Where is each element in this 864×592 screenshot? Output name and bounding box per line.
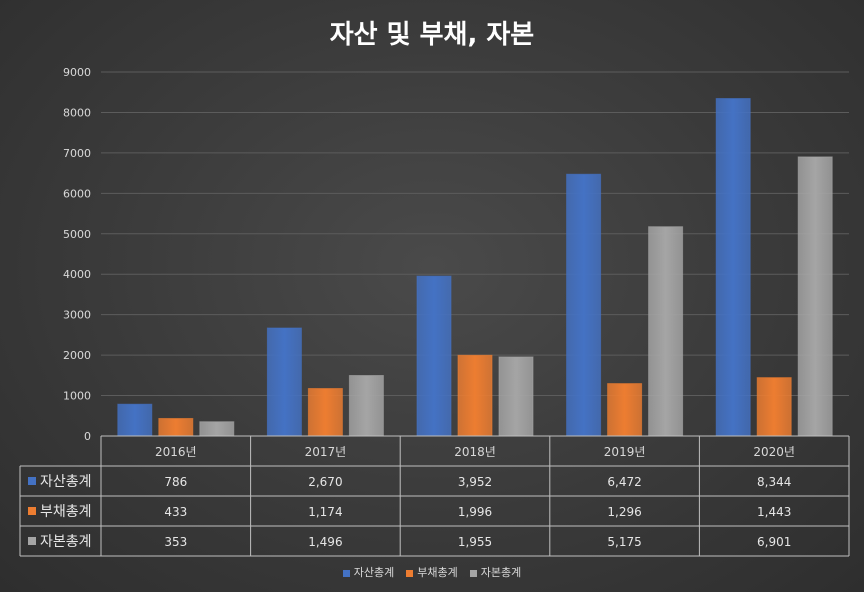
data-cell: 1,174 <box>308 505 342 519</box>
data-cell: 6,901 <box>757 535 791 549</box>
data-cell: 433 <box>164 505 187 519</box>
bar <box>797 156 833 437</box>
bar <box>416 275 452 437</box>
bar <box>648 226 684 437</box>
legend-item: 자본총계 <box>469 564 522 580</box>
y-tick-label: 6000 <box>63 187 91 200</box>
data-cell: 5,175 <box>607 535 641 549</box>
bar <box>756 377 792 437</box>
legend-swatch <box>342 569 350 577</box>
y-tick-label: 8000 <box>63 106 91 119</box>
legend-label: 부채총계 <box>417 566 458 579</box>
category-label: 2017년 <box>305 445 347 459</box>
data-cell: 1,996 <box>458 505 492 519</box>
data-cell: 1,955 <box>458 535 492 549</box>
row-label: 자본총계 <box>40 534 92 550</box>
bar <box>117 403 153 437</box>
legend-item: 부채총계 <box>406 564 458 580</box>
data-cell: 2,670 <box>308 475 342 489</box>
data-cell: 1,296 <box>607 505 641 519</box>
y-tick-label: 5000 <box>63 228 91 241</box>
bar <box>607 383 643 437</box>
y-tick-label: 9000 <box>63 66 91 79</box>
legend: 자산총계 부채총계 자본총계 <box>0 564 864 580</box>
y-tick-label: 2000 <box>63 349 91 362</box>
row-legend-key <box>28 537 36 545</box>
row-label: 자산총계 <box>40 474 92 490</box>
data-cell: 8,344 <box>757 475 791 489</box>
bar <box>158 417 194 437</box>
bar <box>566 173 602 437</box>
legend-label: 자산총계 <box>353 566 395 579</box>
data-cell: 1,443 <box>757 505 791 519</box>
y-tick-label: 7000 <box>63 147 91 160</box>
bar <box>348 374 384 437</box>
bar <box>307 388 343 437</box>
row-legend-key <box>28 477 36 485</box>
bar <box>457 354 493 437</box>
data-cell: 786 <box>164 475 187 489</box>
legend-item: 자산총계 <box>342 564 395 580</box>
category-label: 2019년 <box>604 445 646 459</box>
chart-title: 자산 및 부채, 자본 <box>329 20 535 50</box>
data-cell: 3,952 <box>458 475 492 489</box>
category-label: 2018년 <box>454 445 496 459</box>
bar <box>266 327 302 437</box>
data-cell: 1,496 <box>308 535 342 549</box>
bar <box>715 98 751 437</box>
row-label: 부채총계 <box>40 504 92 520</box>
y-tick-label: 4000 <box>63 268 91 281</box>
y-tick-label: 0 <box>84 430 91 443</box>
bar <box>498 356 534 437</box>
bar <box>199 421 235 437</box>
category-label: 2016년 <box>155 445 197 459</box>
y-tick-label: 1000 <box>63 390 91 403</box>
row-legend-key <box>28 507 36 515</box>
legend-swatch <box>469 569 477 577</box>
legend-label: 자본총계 <box>480 566 522 579</box>
data-cell: 353 <box>164 535 187 549</box>
category-label: 2020년 <box>753 445 795 459</box>
legend-swatch <box>406 569 414 577</box>
y-tick-label: 3000 <box>63 309 91 322</box>
data-cell: 6,472 <box>607 475 641 489</box>
